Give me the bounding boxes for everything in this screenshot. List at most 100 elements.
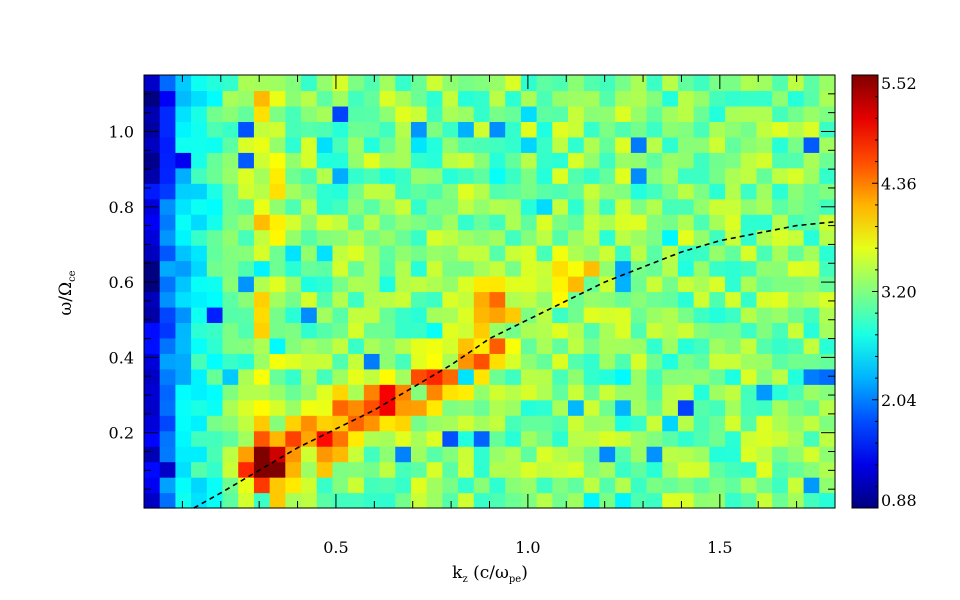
heatmap-cell [206,306,224,324]
heatmap-cell [630,322,648,339]
heatmap-cell [552,198,569,215]
heatmap-cell [709,492,726,509]
colorbar-tick-label: 5.52 [881,74,917,93]
heatmap-cell [615,90,632,107]
heatmap-cell [253,291,271,308]
heatmap-cell [568,136,585,153]
heatmap-cell [646,75,663,92]
heatmap-cell [191,306,208,324]
heatmap-cell [426,245,443,262]
heatmap-cell [253,415,271,432]
heatmap-cell [615,105,632,122]
heatmap-cell [410,214,428,231]
heatmap-cell [348,353,365,370]
heatmap-cell [693,260,710,277]
heatmap-cell [599,75,616,92]
heatmap-cell [552,136,569,153]
heatmap-cell [301,461,318,478]
heatmap-cell [615,306,632,324]
heatmap-cell [787,276,805,293]
heatmap-cell [819,461,836,478]
heatmap-cell [144,276,161,293]
heatmap-cell [740,214,758,231]
heatmap-cell [144,245,161,262]
heatmap-cell [175,105,192,122]
heatmap-cell [426,276,443,293]
heatmap-cell [458,75,475,92]
heatmap-cell [489,136,506,153]
heatmap-cell [175,167,192,184]
heatmap-cell [662,105,679,122]
heatmap-cell [693,183,710,200]
heatmap-cell [599,430,616,447]
heatmap-cell [175,446,192,463]
heatmap-cell [363,399,381,416]
heatmap-cell [505,446,522,463]
heatmap-cell [756,214,773,231]
heatmap-cell [568,353,585,370]
heatmap-cell [363,105,381,122]
heatmap-cell [599,337,616,354]
axes: 0.5 1.0 1.5 0.2 0.4 0.6 0.8 1.0 [109,74,836,557]
heatmap-cell [191,322,208,339]
dispersion-curve-line [193,221,836,509]
heatmap-cell [677,198,695,215]
heatmap-cell [473,461,491,478]
heatmap-cell [552,121,569,138]
heatmap-cell [316,276,334,293]
heatmap-cell [332,167,349,184]
heatmap-cell [630,136,648,153]
heatmap-cell [253,214,271,231]
heatmap-cell [253,306,271,324]
heatmap-cell [646,198,663,215]
heatmap-cell [787,384,805,401]
heatmap-cell [363,229,381,246]
y-tick-label: 0.8 [109,198,134,217]
heatmap-cell [819,430,836,447]
heatmap-cell [442,105,459,122]
heatmap-cell [269,276,286,293]
heatmap-cell [709,152,726,169]
heatmap-cell [568,492,585,509]
heatmap-cell [677,306,695,324]
heatmap-cell [285,121,302,138]
heatmap-cell [269,260,286,277]
heatmap-cell [238,353,255,370]
heatmap-cell [756,229,773,246]
heatmap-cell [332,136,349,153]
heatmap-cell [709,306,726,324]
heatmap-cell [426,399,443,416]
heatmap-cell [662,136,679,153]
heatmap-cell [410,306,428,324]
heatmap-cell [583,353,601,370]
heatmap-cell [489,75,506,92]
heatmap-cell [238,198,255,215]
heatmap-cell [536,260,553,277]
heatmap-cell [552,384,569,401]
y-axis-label: ω/Ωce [56,270,78,315]
heatmap-cell [379,291,396,308]
heatmap-cell [520,477,538,494]
heatmap-cell [615,322,632,339]
heatmap-cell [473,353,491,370]
heatmap-cell [646,446,663,463]
heatmap-cell [316,492,334,509]
heatmap-cell [426,477,443,494]
heatmap-cell [505,121,522,138]
heatmap-cell [410,136,428,153]
heatmap-cell [269,291,286,308]
heatmap-cell [662,75,679,92]
heatmap-cell [442,198,459,215]
heatmap-cell [568,337,585,354]
heatmap-cell [379,183,396,200]
heatmap-cell [489,167,506,184]
heatmap-cell [693,152,710,169]
heatmap-cell [379,90,396,107]
heatmap-cell [285,245,302,262]
heatmap-cell [568,214,585,231]
heatmap-cell [740,446,758,463]
heatmap-cell [206,368,224,385]
heatmap-cell [489,260,506,277]
heatmap-cell [348,446,365,463]
heatmap-cell [206,399,224,416]
